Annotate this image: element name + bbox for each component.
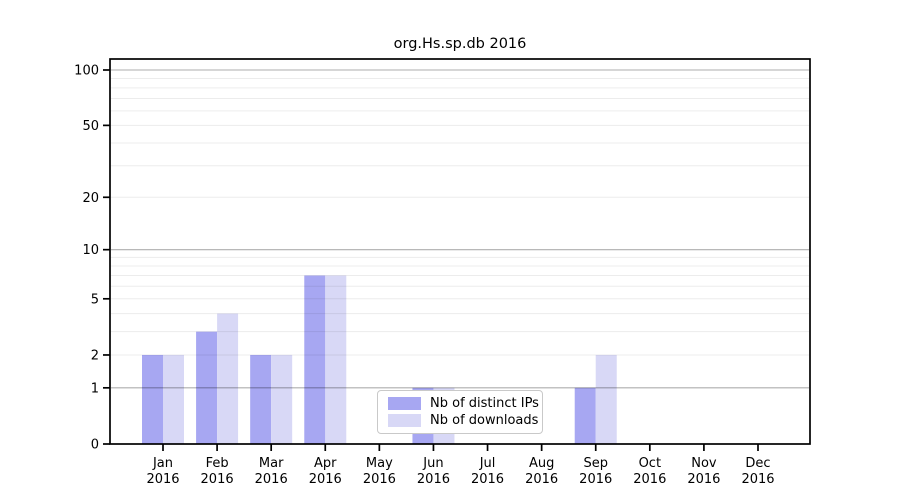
legend-item-downloads: Nb of downloads xyxy=(388,414,542,427)
bar-distinct-ips-feb xyxy=(196,331,218,444)
x-tick-label-month-dec: Dec xyxy=(745,456,770,471)
x-tick-label-month-oct: Oct xyxy=(639,456,661,471)
x-tick-label-year-mar: 2016 xyxy=(255,472,288,487)
x-tick-label-year-dec: 2016 xyxy=(741,472,774,487)
x-tick-label-month-sep: Sep xyxy=(583,456,608,471)
bar-distinct-ips-mar xyxy=(250,354,272,444)
x-tick-label-year-oct: 2016 xyxy=(633,472,666,487)
bar-distinct-ips-jan xyxy=(142,354,163,444)
y-tick-label-50: 50 xyxy=(82,119,99,134)
legend-label-downloads: Nb of downloads xyxy=(430,413,539,428)
x-tick-label-month-aug: Aug xyxy=(529,456,554,471)
plot-frame xyxy=(109,58,811,445)
y-tick-label-100: 100 xyxy=(74,64,99,79)
x-tick-label-month-feb: Feb xyxy=(206,456,229,471)
x-tick-label-year-jun: 2016 xyxy=(417,472,450,487)
y-tick-label-1: 1 xyxy=(91,381,99,396)
y-tick-label-0: 0 xyxy=(91,438,99,453)
legend-item-distinct-ips: Nb of distinct IPs xyxy=(388,397,542,410)
bar-downloads-feb xyxy=(217,313,239,444)
legend-label-distinct-ips: Nb of distinct IPs xyxy=(430,396,539,411)
x-tick-label-year-may: 2016 xyxy=(363,472,396,487)
x-tick-label-year-aug: 2016 xyxy=(525,472,558,487)
legend-swatch-distinct-ips xyxy=(388,397,421,410)
x-tick-label-year-sep: 2016 xyxy=(579,472,612,487)
x-tick-label-month-mar: Mar xyxy=(259,456,284,471)
legend-swatch-downloads xyxy=(388,414,421,427)
bar-distinct-ips-apr xyxy=(304,275,326,444)
y-tick-label-20: 20 xyxy=(82,191,99,206)
bar-downloads-jan xyxy=(163,354,184,444)
y-tick-label-2: 2 xyxy=(91,348,99,363)
y-tick-label-5: 5 xyxy=(91,292,99,307)
bar-distinct-ips-sep xyxy=(574,387,596,444)
x-tick-label-year-jul: 2016 xyxy=(471,472,504,487)
x-tick-label-month-jun: Jun xyxy=(422,456,443,471)
x-tick-label-month-jul: Jul xyxy=(479,456,496,471)
bar-downloads-sep xyxy=(595,354,617,444)
x-tick-label-month-nov: Nov xyxy=(691,456,717,471)
bar-downloads-apr xyxy=(325,275,347,444)
y-tick-label-10: 10 xyxy=(82,243,99,258)
x-tick-label-month-may: May xyxy=(366,456,393,471)
legend: Nb of distinct IPs Nb of downloads xyxy=(377,390,543,434)
x-tick-label-month-apr: Apr xyxy=(314,456,337,471)
x-tick-label-year-jan: 2016 xyxy=(146,472,179,487)
x-tick-label-year-apr: 2016 xyxy=(309,472,342,487)
x-tick-label-year-feb: 2016 xyxy=(201,472,234,487)
x-tick-label-month-jan: Jan xyxy=(152,456,173,471)
chart-title: org.Hs.sp.db 2016 xyxy=(393,36,527,52)
bar-downloads-mar xyxy=(271,354,293,444)
x-tick-label-year-nov: 2016 xyxy=(687,472,720,487)
